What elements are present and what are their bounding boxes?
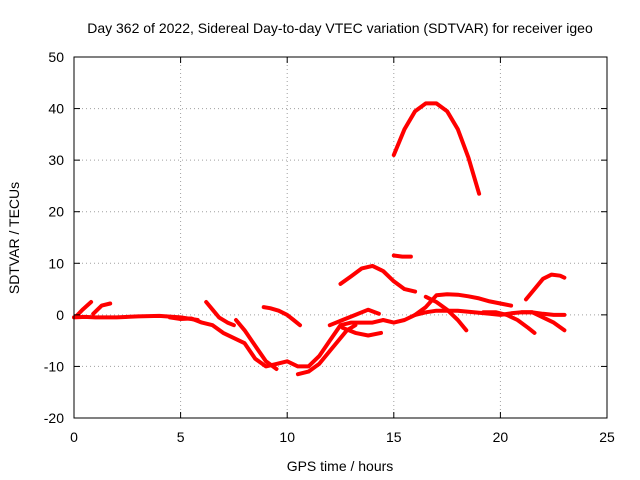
series-arc-11	[340, 325, 383, 338]
y-tick-label: 10	[48, 255, 64, 271]
series-arc-3	[91, 301, 113, 316]
grid	[74, 57, 607, 418]
series-arc-18	[524, 272, 567, 302]
x-tick-label: 0	[70, 429, 78, 445]
series-arc-4	[167, 308, 567, 369]
series-arc-16	[481, 310, 537, 335]
series-arc-13	[391, 253, 413, 259]
y-tick-label: 0	[56, 307, 64, 323]
y-tick-label: 20	[48, 204, 64, 220]
series-arc-15	[423, 294, 469, 333]
y-tick-label: 30	[48, 152, 64, 168]
series-arc-9	[338, 263, 418, 294]
y-tick-label: 50	[48, 49, 64, 65]
axis-ticks: 0 5 10 15 20 25 -20 -10 0 10 20 30 40 50	[44, 49, 615, 445]
x-tick-label: 20	[493, 429, 509, 445]
y-tick-label: 40	[48, 101, 64, 117]
y-axis-label: SDTVAR / TECUs	[6, 182, 22, 294]
x-tick-label: 10	[279, 429, 295, 445]
series-group	[72, 101, 567, 377]
series-arc-5	[204, 300, 236, 328]
x-tick-label: 25	[599, 429, 615, 445]
y-tick-label: -10	[44, 358, 64, 374]
series-arc-12	[391, 101, 482, 196]
series-arc-17	[519, 310, 567, 333]
chart-title: Day 362 of 2022, Sidereal Day-to-day VTE…	[87, 20, 593, 36]
plot-frame	[73, 56, 608, 419]
series-arc-7	[261, 305, 302, 328]
y-tick-label: -20	[44, 410, 64, 426]
series-arc-6	[234, 318, 279, 371]
series-arc-10	[327, 307, 381, 328]
x-tick-label: 15	[386, 429, 402, 445]
series-arc-2	[74, 300, 94, 319]
x-axis-label: GPS time / hours	[287, 458, 394, 474]
x-tick-label: 5	[177, 429, 185, 445]
